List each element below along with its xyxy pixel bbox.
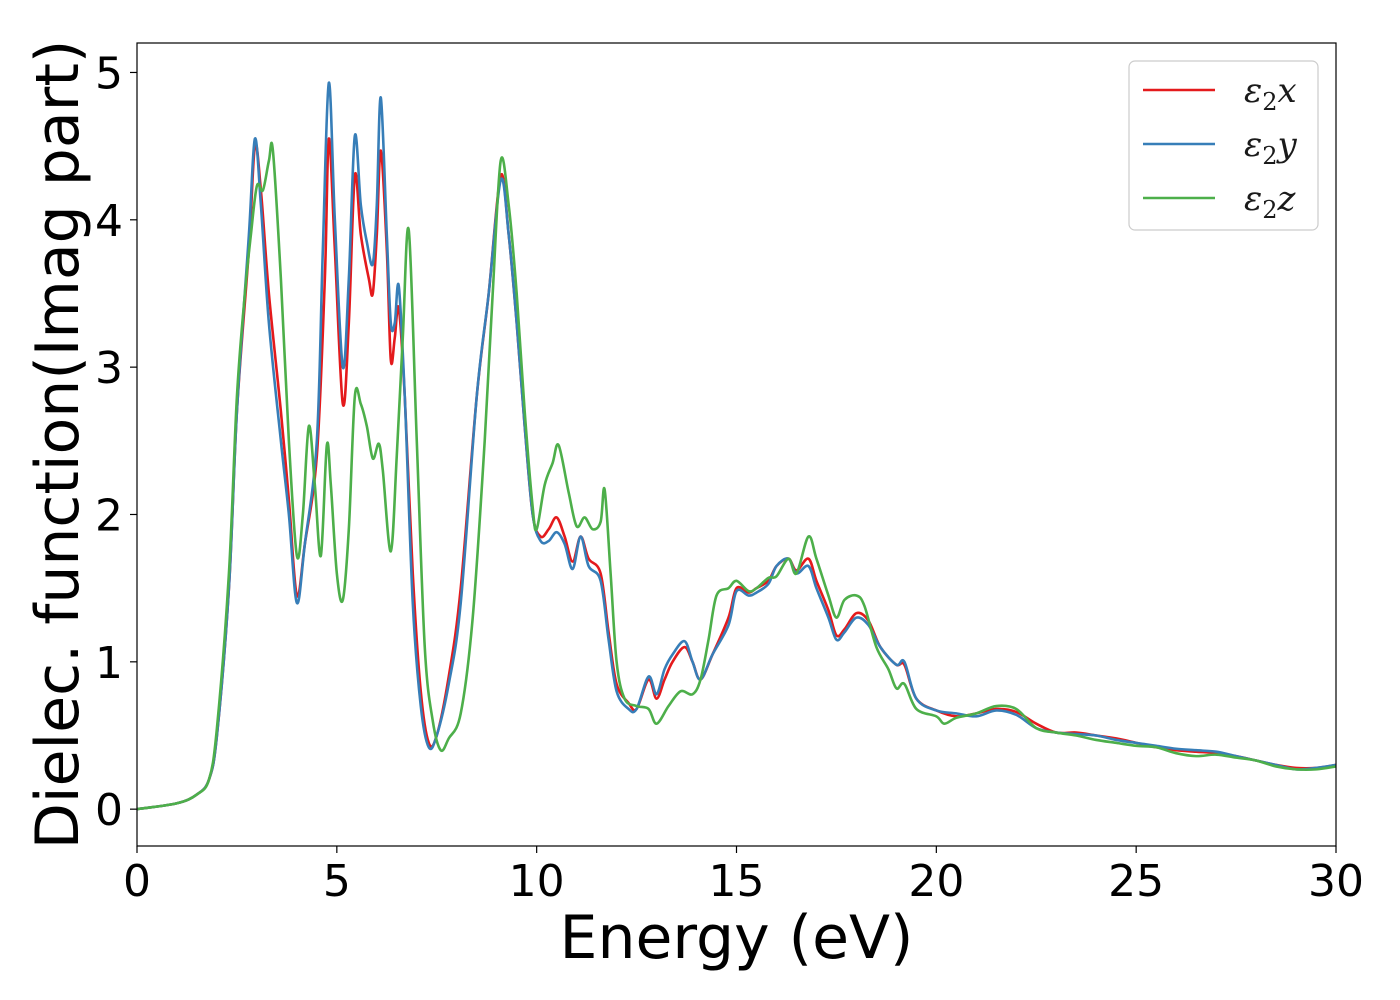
series-layer bbox=[137, 81, 1336, 811]
y-axis-ticks: 0 1 2 3 4 5 bbox=[95, 48, 137, 836]
series-line-y bbox=[137, 81, 1336, 811]
x-tick-label: 30 bbox=[1308, 856, 1364, 907]
legend-box bbox=[1128, 60, 1319, 231]
legend-entries: ε2x ε2y ε2z bbox=[1143, 71, 1298, 224]
legend-label-y: ε2y bbox=[1244, 125, 1298, 170]
y-tick-label: 1 bbox=[95, 638, 123, 689]
x-tick-label: 25 bbox=[1108, 856, 1164, 907]
series-line-z bbox=[137, 141, 1336, 811]
y-axis-label: Dielec. function(Imag part) bbox=[23, 40, 93, 850]
series-line-x bbox=[137, 137, 1336, 811]
y-tick-label: 5 bbox=[95, 48, 123, 99]
x-tick-label: 10 bbox=[509, 856, 565, 907]
x-tick-label: 0 bbox=[123, 856, 151, 907]
x-tick-label: 5 bbox=[323, 856, 351, 907]
legend-label-z: ε2z bbox=[1244, 179, 1297, 224]
x-tick-label: 15 bbox=[709, 856, 765, 907]
y-tick-label: 2 bbox=[95, 490, 123, 541]
y-tick-label: 3 bbox=[95, 343, 123, 394]
x-tick-label: 20 bbox=[908, 856, 964, 907]
x-axis-label: Energy (eV) bbox=[560, 903, 914, 973]
y-tick-label: 0 bbox=[95, 785, 123, 836]
legend: ε2x ε2y ε2z bbox=[1128, 60, 1319, 231]
legend-label-x: ε2x bbox=[1244, 71, 1297, 116]
x-axis-ticks: 0 5 10 15 20 25 30 bbox=[123, 846, 1364, 907]
y-tick-label: 4 bbox=[95, 196, 123, 247]
